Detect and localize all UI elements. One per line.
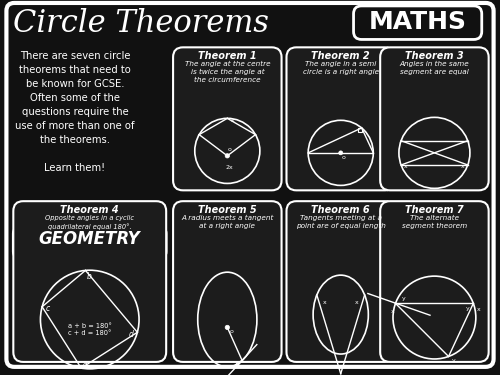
Text: x: x — [461, 165, 464, 170]
Text: Circle Theorems: Circle Theorems — [14, 8, 269, 39]
Text: Theorem 3: Theorem 3 — [405, 51, 464, 61]
Text: x: x — [404, 165, 408, 170]
Text: 2x: 2x — [226, 165, 233, 170]
Text: x: x — [230, 118, 234, 123]
Text: Theorem 4: Theorem 4 — [60, 205, 119, 215]
Text: o: o — [230, 329, 233, 334]
Text: c: c — [46, 304, 50, 313]
FancyBboxPatch shape — [173, 47, 282, 190]
Text: Theorem 7: Theorem 7 — [405, 205, 464, 215]
Text: d: d — [129, 330, 134, 339]
Circle shape — [225, 154, 230, 158]
Text: o: o — [342, 155, 345, 160]
Text: Theorem 1: Theorem 1 — [198, 51, 256, 61]
FancyBboxPatch shape — [14, 227, 166, 258]
FancyBboxPatch shape — [173, 201, 282, 362]
Text: Tangents meeting at a
point are of equal length: Tangents meeting at a point are of equal… — [296, 215, 386, 229]
Text: The angle at the centre
is twice the angle at
the circumference: The angle at the centre is twice the ang… — [184, 61, 270, 83]
Text: y: y — [452, 358, 456, 363]
Text: a + b = 180°
c + d = 180°: a + b = 180° c + d = 180° — [68, 323, 112, 336]
FancyBboxPatch shape — [6, 3, 494, 367]
FancyBboxPatch shape — [380, 201, 488, 362]
Text: Theorem 6: Theorem 6 — [312, 205, 370, 215]
Text: Theorem 5: Theorem 5 — [198, 205, 256, 215]
Text: The alternate
segment theorem: The alternate segment theorem — [402, 215, 467, 229]
Text: x: x — [355, 300, 358, 305]
Text: x: x — [476, 307, 480, 312]
Text: y: y — [466, 306, 469, 311]
FancyBboxPatch shape — [286, 201, 395, 362]
Text: x: x — [323, 300, 326, 305]
Text: Opposite angles in a cyclic
quadrilateral equal 180°.: Opposite angles in a cyclic quadrilatera… — [45, 215, 134, 230]
Text: MATHS: MATHS — [368, 10, 466, 34]
Text: b: b — [87, 272, 92, 281]
Circle shape — [225, 325, 230, 330]
FancyBboxPatch shape — [354, 6, 482, 39]
Text: There are seven circle
theorems that need to
be known for GCSE.
Often some of th: There are seven circle theorems that nee… — [16, 51, 135, 173]
Text: A radius meets a tangent
at a right angle: A radius meets a tangent at a right angl… — [181, 215, 274, 229]
Text: x: x — [390, 309, 394, 314]
Circle shape — [339, 151, 342, 155]
Text: Theorem 2: Theorem 2 — [312, 51, 370, 61]
Text: o: o — [228, 147, 231, 152]
FancyBboxPatch shape — [286, 47, 395, 190]
Text: Angles in the same
segment are equal: Angles in the same segment are equal — [400, 61, 469, 75]
Text: GEOMETRY: GEOMETRY — [38, 230, 140, 248]
Text: a: a — [83, 358, 87, 368]
FancyBboxPatch shape — [380, 47, 488, 190]
Text: y: y — [402, 296, 406, 301]
FancyBboxPatch shape — [14, 201, 166, 362]
Text: The angle in a semi
circle is a right angle: The angle in a semi circle is a right an… — [302, 61, 379, 75]
